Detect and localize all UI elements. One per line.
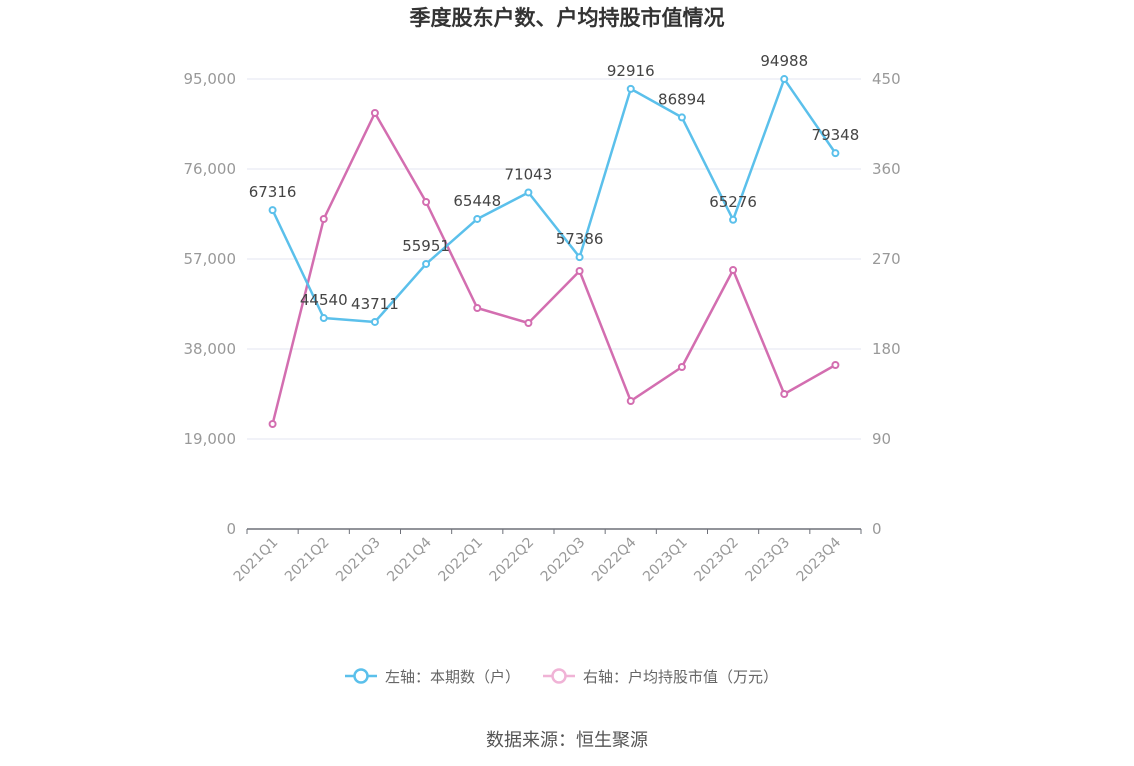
left-tick-label: 76,000 [184,160,237,178]
data-point[interactable] [780,75,789,84]
data-label: 55951 [402,237,450,255]
x-tick-label: 2023Q3 [742,535,793,586]
right-tick-label: 0 [872,520,882,538]
left-tick-label: 0 [226,520,236,538]
data-point[interactable] [422,259,431,268]
left-tick-label: 95,000 [184,70,237,88]
x-tick-label: 2023Q4 [794,534,845,585]
data-label: 67316 [249,183,297,201]
x-tick-label: 2022Q2 [487,535,538,586]
data-point[interactable] [524,188,533,197]
data-point[interactable] [473,304,482,312]
data-point[interactable] [319,314,328,323]
x-tick-label: 2023Q1 [640,535,691,586]
series-0 [268,75,840,326]
series-layer [268,75,840,428]
data-label: 86894 [658,90,706,108]
data-point[interactable] [677,363,686,371]
x-tick-label: 2022Q4 [589,534,640,585]
x-tick-label: 2022Q1 [435,535,486,586]
chart-title: 季度股东户数、户均持股市值情况 [410,6,725,30]
data-label: 57386 [556,230,604,248]
grid [247,78,861,440]
data-point[interactable] [729,215,738,224]
right-tick-label: 360 [872,160,901,178]
data-label: 92916 [607,62,655,80]
left-tick-label: 57,000 [184,250,237,268]
data-point[interactable] [422,198,431,206]
data-point[interactable] [831,149,840,158]
data-point[interactable] [268,206,277,215]
legend-swatch-marker [551,668,567,684]
x-tick-label: 2021Q3 [333,535,384,586]
x-axis: 2021Q1 2021Q2 2021Q3 2021Q4 2022Q1 2022Q2 2022… [231,528,862,586]
data-point[interactable] [319,215,328,223]
data-point[interactable] [575,267,584,275]
data-label: 94988 [760,52,808,70]
x-tick-label: 2021Q4 [384,534,435,585]
data-point[interactable] [831,361,840,369]
legend-item-0[interactable]: 左轴：本期数（户） [345,668,520,686]
legend-swatch-marker [353,668,369,684]
x-tick-label: 2023Q2 [691,535,742,586]
right-axis: 0 90 180 270 360 450 [872,70,901,538]
data-point[interactable] [524,319,533,327]
series-1 [268,109,840,428]
legend-label: 右轴：户均持股市值（万元） [583,668,778,686]
data-label: 79348 [812,126,860,144]
data-label: 65448 [453,192,501,210]
data-label: 65276 [709,193,757,211]
legend-label: 左轴：本期数（户） [385,668,520,686]
left-tick-label: 19,000 [184,430,237,448]
data-point[interactable] [370,317,379,326]
data-point[interactable] [780,390,789,398]
left-axis: 0 19,000 38,000 57,000 76,000 95,000 [184,70,237,538]
data-label: 71043 [505,165,553,183]
data-point[interactable] [626,84,635,93]
legend-item-1[interactable]: 右轴：户均持股市值（万元） [543,668,778,686]
right-tick-label: 90 [872,430,891,448]
x-tick-label: 2021Q2 [282,535,333,586]
left-tick-label: 38,000 [184,340,237,358]
source-text: 数据来源：恒生聚源 [486,730,648,751]
right-tick-label: 450 [872,70,901,88]
series-line-1 [271,111,837,425]
data-point[interactable] [575,253,584,262]
data-point[interactable] [729,266,738,274]
data-point[interactable] [370,109,379,117]
data-label: 43711 [351,295,399,313]
data-label: 44540 [300,291,348,309]
data-point[interactable] [473,214,482,223]
right-tick-label: 270 [872,250,901,268]
data-point[interactable] [626,397,635,405]
x-tick-label: 2021Q1 [231,535,282,586]
data-point[interactable] [268,420,277,428]
series-line-0 [271,77,837,324]
x-tick-label: 2022Q3 [538,535,589,586]
right-tick-label: 180 [872,340,901,358]
data-point[interactable] [677,113,686,122]
legend[interactable]: 左轴：本期数（户） 右轴：户均持股市值（万元） [345,668,778,686]
